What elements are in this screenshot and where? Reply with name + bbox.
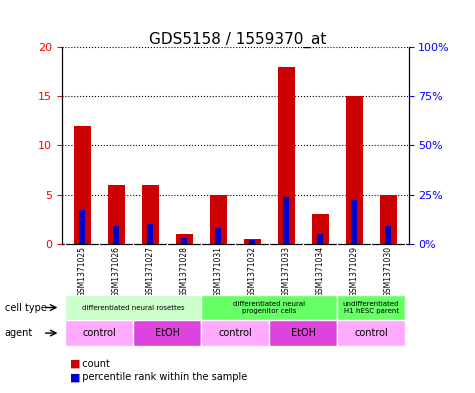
- Bar: [74, 126, 91, 244]
- Bar: [65, 295, 201, 320]
- Bar: [65, 320, 133, 346]
- Text: control: control: [218, 328, 252, 338]
- Text: GSM1371033: GSM1371033: [282, 246, 291, 298]
- Text: GDS5158 / 1559370_at: GDS5158 / 1559370_at: [149, 31, 326, 48]
- Bar: [317, 234, 323, 244]
- Text: control: control: [82, 328, 116, 338]
- Bar: [108, 185, 124, 244]
- Bar: [385, 226, 391, 244]
- Text: GSM1371029: GSM1371029: [350, 246, 359, 297]
- Bar: [337, 295, 405, 320]
- Text: GSM1371025: GSM1371025: [77, 246, 86, 297]
- Text: GSM1371028: GSM1371028: [180, 246, 189, 297]
- Bar: [249, 240, 255, 244]
- Bar: [147, 224, 153, 244]
- Text: GSM1371026: GSM1371026: [112, 246, 121, 297]
- Bar: [337, 320, 405, 346]
- Text: percentile rank within the sample: percentile rank within the sample: [76, 372, 247, 382]
- Text: GSM1371032: GSM1371032: [247, 246, 257, 297]
- Text: GSM1371034: GSM1371034: [315, 246, 324, 298]
- Text: EtOH: EtOH: [155, 328, 180, 338]
- Bar: [277, 67, 294, 244]
- Bar: [283, 196, 289, 244]
- Bar: [113, 226, 119, 244]
- Bar: [209, 195, 227, 244]
- Text: undifferentiated
H1 hESC parent: undifferentiated H1 hESC parent: [343, 301, 399, 314]
- Text: differentiated neural rosettes: differentiated neural rosettes: [82, 305, 184, 310]
- Bar: [351, 200, 357, 244]
- Text: control: control: [354, 328, 388, 338]
- Bar: [201, 320, 269, 346]
- Text: count: count: [76, 358, 110, 369]
- Bar: [312, 214, 329, 244]
- Bar: [215, 228, 221, 244]
- Text: GSM1371030: GSM1371030: [384, 246, 393, 298]
- Bar: [346, 96, 362, 244]
- Text: EtOH: EtOH: [291, 328, 315, 338]
- Text: differentiated neural
progenitor cells: differentiated neural progenitor cells: [233, 301, 305, 314]
- Bar: [244, 239, 261, 244]
- Text: ■: ■: [70, 358, 81, 369]
- Text: ■: ■: [70, 372, 81, 382]
- Bar: [176, 234, 193, 244]
- Text: cell type: cell type: [5, 303, 47, 312]
- Bar: [142, 185, 159, 244]
- Bar: [181, 238, 187, 244]
- Bar: [380, 195, 397, 244]
- Text: GSM1371031: GSM1371031: [214, 246, 223, 297]
- Bar: [79, 210, 85, 244]
- Bar: [201, 295, 337, 320]
- Bar: [269, 320, 337, 346]
- Text: agent: agent: [5, 328, 33, 338]
- Bar: [133, 320, 201, 346]
- Text: GSM1371027: GSM1371027: [146, 246, 155, 297]
